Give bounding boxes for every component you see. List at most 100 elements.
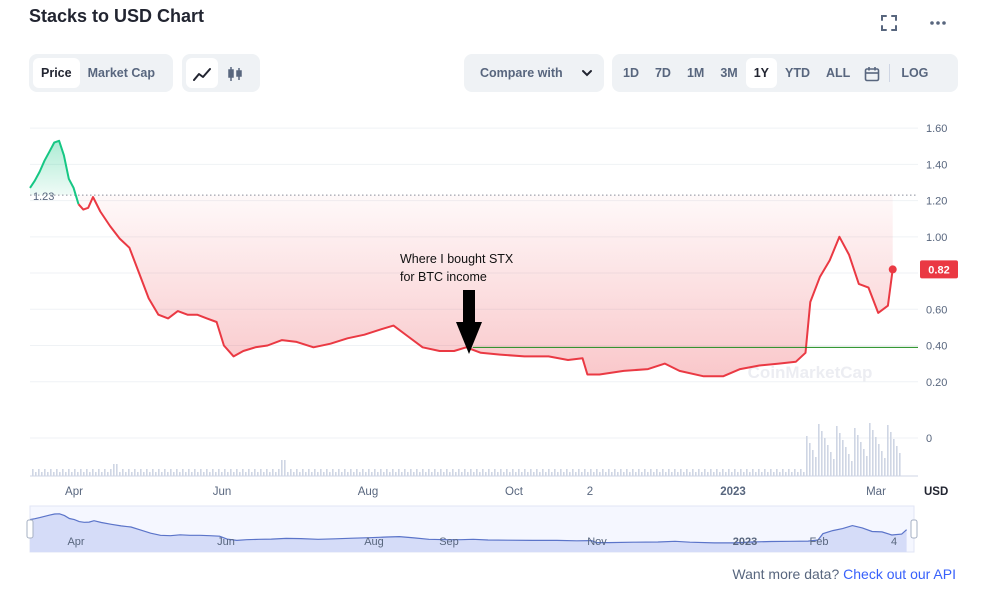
range-3m[interactable]: 3M <box>720 66 738 80</box>
volume-bar <box>215 472 217 476</box>
volume-bar <box>686 469 688 476</box>
annotation-line-1: Where I bought STX <box>400 252 514 266</box>
volume-bar <box>95 472 97 476</box>
volume-bar <box>659 472 661 476</box>
range-1m[interactable]: 1M <box>686 66 705 80</box>
volume-bar <box>830 452 832 476</box>
navigator-tick-label: Sep <box>439 536 459 548</box>
volume-bar <box>593 472 595 476</box>
volume-bar <box>767 472 769 476</box>
line-chart-icon[interactable] <box>186 58 218 88</box>
watermark: CoinMarketCap <box>748 363 873 382</box>
tab-price[interactable]: Price <box>33 58 80 88</box>
volume-bar <box>785 472 787 476</box>
volume-bar <box>851 461 853 476</box>
calendar-icon[interactable] <box>858 58 886 88</box>
compare-label: Compare with <box>480 66 563 80</box>
volume-bar <box>266 469 268 476</box>
volume-bar <box>227 472 229 476</box>
volume-bar <box>353 472 355 476</box>
volume-bar <box>557 472 559 476</box>
volume-bar <box>707 472 709 476</box>
volume-bar <box>794 469 796 476</box>
api-promo: Want more data? Check out our API <box>732 566 956 582</box>
range-1d[interactable]: 1D <box>623 66 639 80</box>
volume-bar <box>77 472 79 476</box>
range-1y[interactable]: 1Y <box>745 58 778 88</box>
volume-bar <box>806 436 808 476</box>
current-price-badge <box>920 260 958 279</box>
volume-bar <box>530 469 532 476</box>
volume-bar <box>575 472 577 476</box>
volume-bar <box>689 472 691 476</box>
volume-bar <box>134 469 136 476</box>
volume-bar <box>284 460 286 476</box>
volume-bar <box>161 472 163 476</box>
navigator-tick-label: Nov <box>587 536 607 548</box>
volume-bar <box>602 469 604 476</box>
volume-bar <box>854 428 856 476</box>
navigator-handle-right[interactable] <box>910 519 918 539</box>
volume-bar <box>311 472 313 476</box>
more-icon[interactable] <box>927 12 949 34</box>
y-tick-label: 1.00 <box>926 232 947 244</box>
expand-icon[interactable] <box>878 12 900 34</box>
volume-bar <box>590 469 592 476</box>
volume-bar <box>719 472 721 476</box>
volume-bar <box>194 469 196 476</box>
volume-bar <box>773 472 775 476</box>
candlestick-icon[interactable] <box>218 58 252 88</box>
volume-bar <box>188 469 190 476</box>
volume-bar <box>620 469 622 476</box>
volume-bar <box>86 469 88 476</box>
current-price-label: 0.82 <box>928 264 949 276</box>
volume-bar <box>896 446 898 476</box>
volume-bar <box>197 472 199 476</box>
price-line-up <box>29 139 80 205</box>
volume-bar <box>467 472 469 476</box>
navigator-tick-label: Apr <box>67 536 84 548</box>
volume-bar <box>479 472 481 476</box>
navigator-handle-left[interactable] <box>26 519 34 539</box>
volume-bar <box>515 472 517 476</box>
reference-price-label: 1.23 <box>33 191 54 203</box>
volume-bar <box>245 472 247 476</box>
view-toggle: Price Market Cap <box>29 54 173 92</box>
volume-bar <box>491 472 493 476</box>
volume-bar <box>158 469 160 476</box>
volume-bar <box>287 472 289 476</box>
volume-bar <box>332 469 334 476</box>
volume-bar <box>680 469 682 476</box>
volume-bar <box>110 469 112 476</box>
volume-bar <box>548 469 550 476</box>
range-ytd[interactable]: YTD <box>785 66 811 80</box>
volume-bar <box>122 469 124 476</box>
volume-bar <box>662 469 664 476</box>
api-link[interactable]: Check out our API <box>843 566 956 582</box>
volume-bar <box>623 472 625 476</box>
range-all[interactable]: ALL <box>826 66 851 80</box>
volume-bar <box>437 472 439 476</box>
volume-bar <box>788 469 790 476</box>
compare-dropdown[interactable]: Compare with <box>464 54 604 92</box>
volume-bar <box>875 437 877 476</box>
volume-bar <box>206 469 208 476</box>
volume-bar <box>866 456 868 476</box>
volume-bar <box>560 469 562 476</box>
volume-bar <box>425 472 427 476</box>
volume-bar <box>476 469 478 476</box>
tab-market-cap[interactable]: Market Cap <box>87 66 155 80</box>
volume-bar <box>731 472 733 476</box>
volume-bar <box>869 423 871 476</box>
volume-bar <box>749 472 751 476</box>
volume-bar <box>482 469 484 476</box>
range-7d[interactable]: 7D <box>654 66 671 80</box>
volume-bar <box>449 472 451 476</box>
volume-bar <box>584 469 586 476</box>
log-toggle[interactable]: LOG <box>901 66 929 80</box>
volume-bar <box>344 469 346 476</box>
volume-bar <box>542 469 544 476</box>
volume-bar <box>92 469 94 476</box>
volume-bar <box>704 469 706 476</box>
volume-bar <box>404 469 406 476</box>
